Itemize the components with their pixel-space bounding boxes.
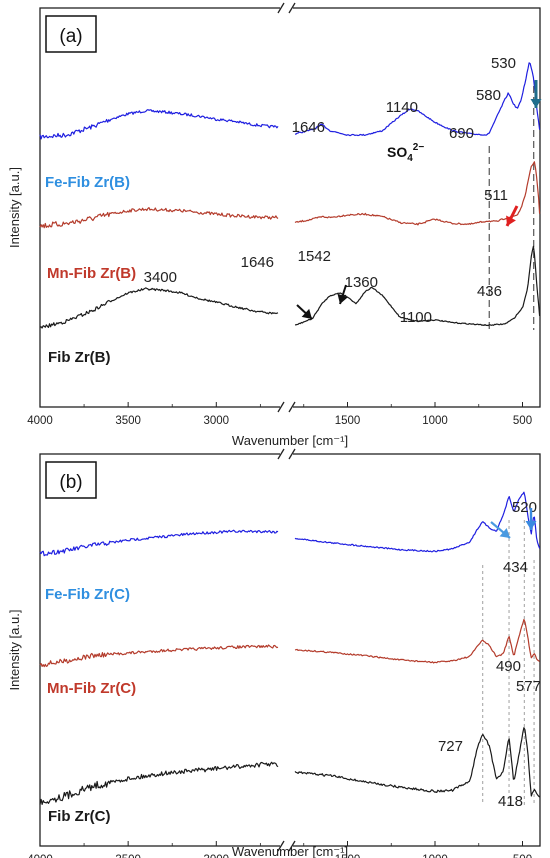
- series-label: Fib Zr(B): [48, 349, 110, 366]
- y-axis-label: Intensity [a.u.]: [7, 167, 22, 248]
- series-fib-zr-c-: [39, 727, 541, 806]
- x-tick-label: 4000: [27, 415, 53, 427]
- x-tick-label: 1000: [422, 854, 448, 858]
- x-tick-label: 3000: [203, 854, 229, 858]
- plot-frame: [39, 7, 541, 408]
- pointer-arrow: [337, 284, 348, 305]
- spectrum-line: [39, 108, 279, 140]
- peak-label: 1646: [241, 254, 274, 271]
- axis-break-bottom: [277, 401, 296, 413]
- panel-b: (b) 4000 3500 3000 1500 1000 500 Wavenumber [cm…: [7, 448, 541, 858]
- series-label: Fe-Fib Zr(C): [45, 586, 130, 603]
- x-tick-label: 1500: [335, 415, 361, 427]
- spectrum-line: [294, 245, 541, 327]
- axis-break-gap: [280, 842, 293, 850]
- peak-label: 577: [516, 678, 541, 695]
- panel-label-box: [45, 15, 97, 53]
- peak-label: 418: [498, 793, 523, 810]
- panel-label-text: (b): [59, 472, 82, 493]
- axis-break-gap: [280, 403, 293, 411]
- peak-label: 511: [484, 187, 508, 204]
- axis-break-top: [277, 448, 296, 460]
- axis-break-slash: [288, 840, 296, 852]
- x-tick-label: 3500: [115, 415, 141, 427]
- axis-break-slash: [277, 401, 285, 413]
- x-tick-label: 1500: [335, 854, 361, 858]
- series-fe-fib-zr-b-: [39, 62, 541, 140]
- axis-break-slash: [277, 2, 285, 14]
- spectrum-line: [294, 727, 541, 798]
- peak-label: 436: [477, 283, 502, 300]
- series-mn-fib-zr-c-: [39, 618, 541, 668]
- peak-label: 727: [438, 738, 463, 755]
- spectrum-line: [39, 529, 279, 557]
- axis-break-slash: [288, 448, 296, 460]
- peak-label: 1360: [345, 274, 378, 291]
- spectrum-line: [39, 287, 279, 329]
- axis-break-slash: [288, 2, 296, 14]
- axis-break-gap: [280, 450, 293, 458]
- panel-label-box: [45, 461, 97, 499]
- spectrum-line: [39, 207, 279, 229]
- series-mn-fib-zr-b-: [39, 161, 541, 229]
- peak-label: 1140: [386, 99, 418, 116]
- spectrum-line: [294, 62, 541, 137]
- peak-label: 520: [512, 499, 537, 516]
- sulfate-label: SO42−: [387, 142, 424, 164]
- pointer-arrow: [530, 80, 542, 108]
- panel-label: (b): [45, 461, 97, 499]
- axis-break-bottom: [277, 840, 296, 852]
- peak-label: 490: [496, 658, 521, 675]
- pointer-arrow: [505, 205, 519, 227]
- x-tick-label: 4000: [27, 854, 53, 858]
- series-label: Mn-Fib Zr(B): [47, 265, 136, 282]
- x-tick-label: 500: [513, 854, 532, 858]
- arrow-head: [525, 521, 537, 530]
- pointer-arrow: [525, 508, 537, 530]
- series-label: Fe-Fib Zr(B): [45, 174, 130, 191]
- peak-label: 530: [491, 55, 516, 72]
- spectrum-line: [294, 161, 541, 226]
- x-axis-label: Wavenumber [cm⁻¹]: [232, 433, 348, 448]
- arrow-head: [530, 99, 542, 108]
- spectrum-line: [39, 644, 279, 668]
- peak-label: 580: [476, 87, 501, 104]
- x-tick-label: 3000: [203, 415, 229, 427]
- axis-break-gap: [280, 4, 293, 12]
- panel-a: (a) 4000 3500 3000 1500 1000 500 Wavenumber [cm…: [7, 2, 542, 448]
- series-label: Mn-Fib Zr(C): [47, 680, 136, 697]
- arrow-head: [337, 293, 348, 304]
- axis-break-slash: [288, 401, 296, 413]
- peak-label: 1646: [292, 119, 325, 136]
- y-axis-label: Intensity [a.u.]: [7, 610, 22, 691]
- x-tick-label: 1000: [422, 415, 448, 427]
- peak-label: 434: [503, 559, 528, 576]
- pointer-arrow: [490, 521, 511, 539]
- x-tick-label: 3500: [115, 854, 141, 858]
- axis-break-top: [277, 2, 296, 14]
- peak-label: 1100: [400, 309, 432, 326]
- arrow-head: [301, 308, 312, 319]
- arrow-head: [499, 527, 510, 538]
- panel-label: (a): [45, 15, 97, 53]
- spectrum-line: [294, 618, 541, 664]
- axis-break-slash: [277, 448, 285, 460]
- x-axis-label: Wavenumber [cm⁻¹]: [232, 844, 348, 858]
- pointer-arrow: [296, 304, 313, 320]
- peak-label: 690: [449, 125, 474, 142]
- series-label: Fib Zr(C): [48, 808, 110, 825]
- x-tick-label: 500: [513, 415, 532, 427]
- series-fib-zr-b-: [39, 245, 541, 329]
- arrow-head: [506, 215, 516, 226]
- panel-label-text: (a): [59, 26, 82, 47]
- peak-label: 3400: [144, 269, 177, 286]
- peak-label: 1542: [298, 248, 331, 265]
- axis-break-slash: [277, 840, 285, 852]
- plot-frame: [39, 453, 541, 847]
- spectrum-line: [39, 761, 279, 806]
- spectrum-line: [294, 491, 541, 553]
- series-fe-fib-zr-c-: [39, 491, 541, 557]
